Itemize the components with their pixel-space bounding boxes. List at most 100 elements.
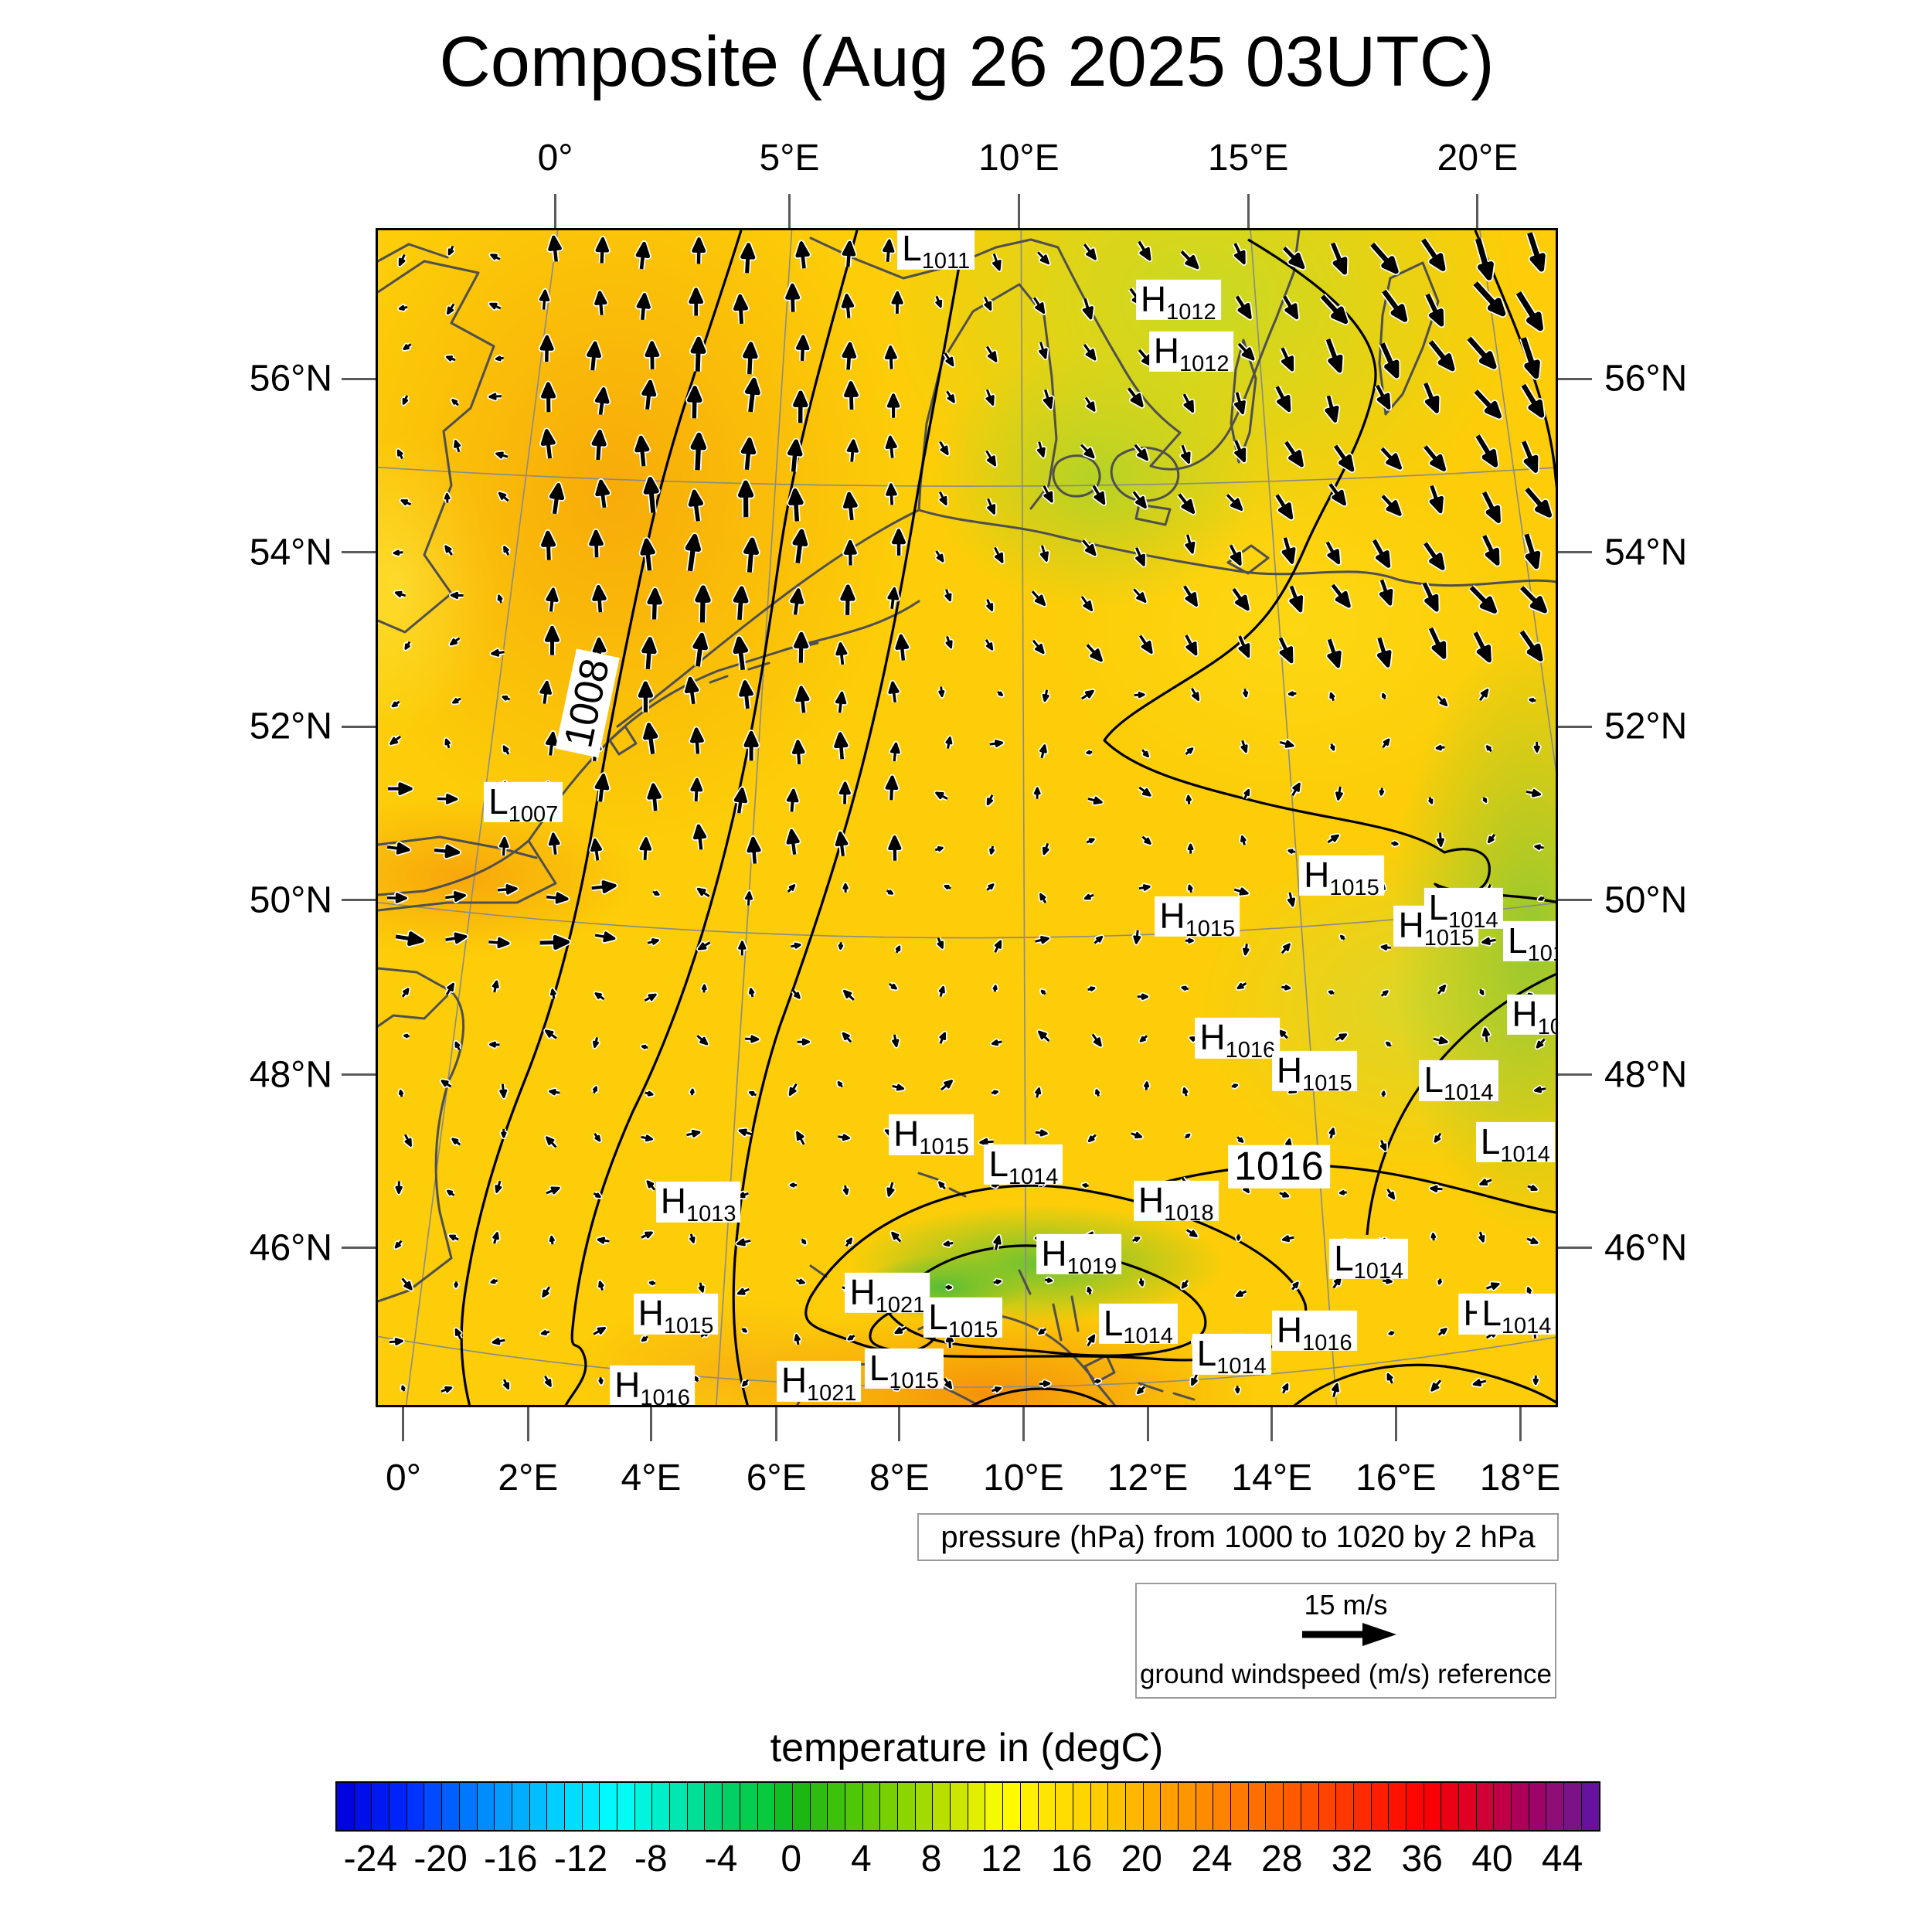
left-tick-label: 52°N xyxy=(249,706,332,747)
wind-arrow xyxy=(489,648,505,658)
wind-arrow xyxy=(1287,689,1297,698)
wind-arrow xyxy=(539,529,557,560)
wind-arrow xyxy=(538,333,556,362)
wind-arrow xyxy=(844,1236,854,1248)
wind-arrow xyxy=(943,352,956,368)
colorbar-tick-label: -4 xyxy=(704,1838,738,1879)
parallel-line xyxy=(378,902,1556,939)
pressure-letter: H xyxy=(1159,895,1185,936)
wind-arrow xyxy=(1478,687,1491,702)
pressure-high-label: H1019 xyxy=(1036,1233,1122,1278)
wind-reference-arrow-icon xyxy=(1301,1623,1396,1646)
wind-arrow xyxy=(1036,440,1047,459)
wind-arrow xyxy=(1374,383,1393,411)
colorbar-segment xyxy=(933,1783,951,1830)
colorbar-segment xyxy=(495,1783,512,1830)
pressure-value: 1015 xyxy=(947,1317,998,1342)
colorbar-segment xyxy=(1161,1783,1179,1830)
wind-arrow xyxy=(794,1129,807,1146)
colorbar-segment xyxy=(1441,1783,1459,1830)
pressure-value: 1021 xyxy=(875,1292,926,1318)
wind-arrow xyxy=(547,1087,560,1097)
wind-arrow xyxy=(1371,538,1392,570)
right-tick xyxy=(1558,551,1592,554)
colorbar-segment xyxy=(1108,1783,1126,1830)
wind-arrow xyxy=(1083,396,1097,413)
wind-arrow xyxy=(1274,493,1294,521)
colorbar-segment xyxy=(828,1783,845,1830)
wind-arrow xyxy=(700,982,709,993)
wind-arrow xyxy=(594,478,611,509)
pressure-letter: H xyxy=(1041,1233,1067,1274)
pressure-high-label: H1015 xyxy=(1271,1050,1357,1095)
meridian-line xyxy=(1250,230,1338,1405)
colorbar-segment xyxy=(337,1783,355,1830)
wind-arrow xyxy=(445,302,456,316)
wind-arrow xyxy=(1274,385,1293,413)
wind-arrow xyxy=(934,549,946,564)
wind-arrow xyxy=(491,978,501,993)
wind-arrow xyxy=(636,679,655,713)
wind-arrow xyxy=(1236,634,1252,659)
bottom-tick xyxy=(1394,1407,1397,1441)
wind-arrow xyxy=(1287,585,1304,614)
colorbar-segment xyxy=(705,1783,723,1830)
pressure-value: 1013 xyxy=(685,1202,736,1227)
colorbar-segment xyxy=(898,1783,916,1830)
wind-arrow xyxy=(1281,983,1293,992)
colorbar-segment xyxy=(617,1783,635,1830)
wind-arrow xyxy=(1334,786,1345,802)
wind-arrow xyxy=(1422,382,1441,415)
colorbar-tick-label: 32 xyxy=(1331,1838,1373,1879)
wind-arrow xyxy=(693,583,713,623)
left-tick-label: 50°N xyxy=(249,879,332,921)
pressure-value: 1012 xyxy=(1166,299,1216,325)
wind-arrow xyxy=(500,694,511,702)
top-tick xyxy=(1017,194,1020,228)
wind-arrow xyxy=(1183,533,1197,556)
pressure-letter: L xyxy=(1507,920,1528,961)
wind-arrow xyxy=(937,686,947,699)
wind-arrow xyxy=(399,498,412,507)
pressure-high-label: H1015 xyxy=(1299,855,1384,900)
colorbar-segment xyxy=(845,1783,863,1830)
wind-arrow xyxy=(991,983,999,992)
wind-arrow xyxy=(494,450,509,461)
wind-arrow xyxy=(1329,242,1349,277)
wind-arrow xyxy=(1279,346,1295,373)
wind-arrow xyxy=(1478,1177,1492,1187)
wind-arrow xyxy=(786,437,804,472)
wind-arrow xyxy=(1281,245,1307,270)
wind-arrow xyxy=(794,240,811,269)
wind-reference-description: ground windspeed (m/s) reference xyxy=(1139,1659,1553,1689)
wind-arrow xyxy=(591,1036,600,1049)
right-tick xyxy=(1558,899,1592,902)
pressure-low-label: L1014 xyxy=(1192,1334,1271,1378)
wind-arrow xyxy=(593,289,609,315)
colorbar-segment xyxy=(1073,1783,1091,1830)
wind-arrow xyxy=(1326,832,1341,845)
wind-arrow xyxy=(732,293,750,325)
wind-arrow xyxy=(883,434,899,458)
wind-arrow xyxy=(591,879,618,895)
wind-arrow xyxy=(1478,988,1486,997)
pressure-low-label: L1014 xyxy=(984,1144,1063,1189)
wind-arrow xyxy=(786,883,798,894)
colorbar-tick-label: -12 xyxy=(553,1838,608,1879)
wind-arrow xyxy=(543,624,561,655)
wind-arrow xyxy=(943,588,954,603)
wind-arrow xyxy=(389,699,401,709)
pressure-letter: H xyxy=(638,1293,664,1334)
pressure-value: 1015 xyxy=(1185,916,1236,941)
pressure-value: 1011 xyxy=(921,249,971,274)
wind-arrow xyxy=(587,528,605,558)
wind-arrow xyxy=(1233,886,1250,897)
pressure-value: 1018 xyxy=(1164,1200,1214,1226)
wind-arrow xyxy=(544,586,560,612)
colorbar-tick-label: 24 xyxy=(1191,1838,1233,1879)
wind-arrow xyxy=(1236,1135,1246,1145)
colorbar-segment xyxy=(1179,1783,1196,1830)
colorbar-tick-label: -24 xyxy=(343,1838,398,1879)
wind-arrow xyxy=(794,333,811,362)
wind-arrow xyxy=(643,992,658,1003)
